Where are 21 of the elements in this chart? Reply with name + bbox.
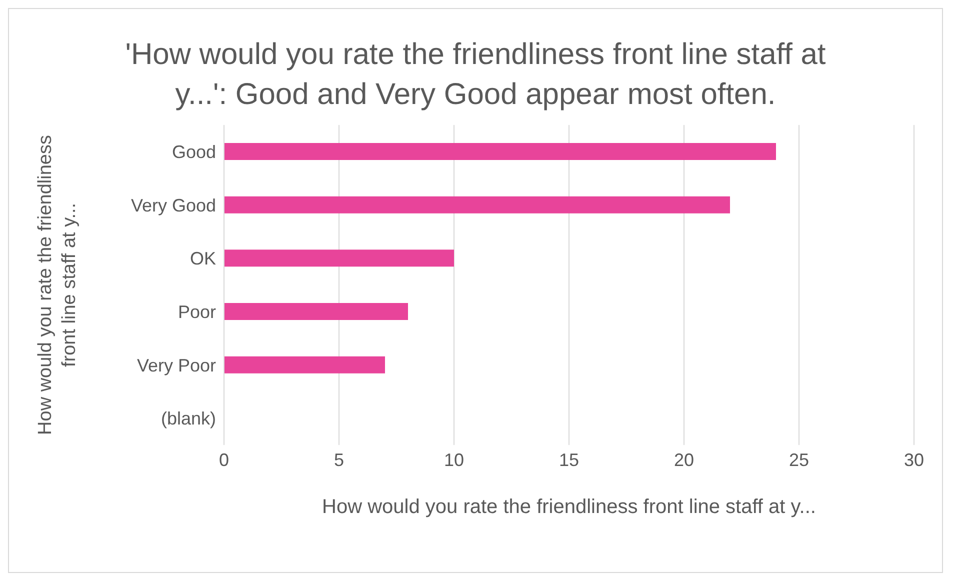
y-tick-label: Good [172,142,216,162]
y-axis-title: How would you rate the friendliness front line staff at y... [35,135,80,435]
y-tick-label: (blank) [160,408,216,429]
x-tick-label: 0 [218,450,230,470]
bar [224,196,730,214]
chart-title: 'How would you rate the friendliness front line staff at y...': Good and Very Good appear most often. [124,37,827,113]
x-tick-label: 5 [334,450,344,470]
x-tick-label: 30 [904,450,924,470]
x-tick-label: 25 [788,450,810,470]
bar [224,143,776,160]
y-tick-label: Very Good [130,195,216,216]
x-tick-label: 10 [444,450,464,470]
bar [224,356,385,374]
x-tick-label: 20 [674,450,694,470]
bar [224,250,454,267]
y-tick-label: Poor [178,302,216,322]
bar [224,303,408,320]
x-tick-label: 15 [558,450,580,470]
x-axis-title: How would you rate the friendliness front line staff at y... [322,496,816,518]
y-tick-label: OK [190,248,216,269]
y-tick-label: Very Poor [136,355,216,376]
